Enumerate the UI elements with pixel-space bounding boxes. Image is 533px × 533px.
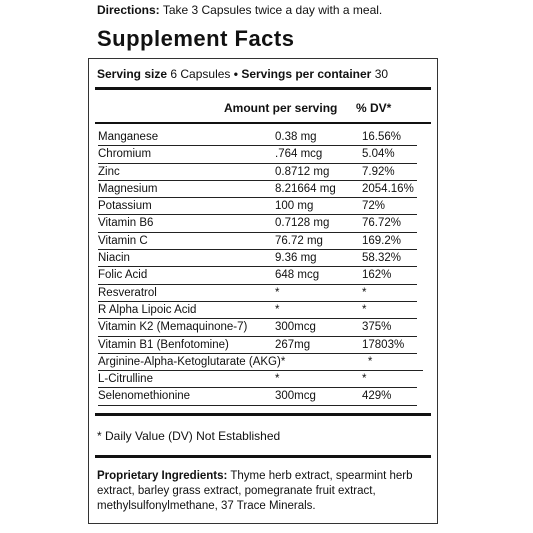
header-amount: Amount per serving bbox=[224, 101, 338, 115]
amount: * bbox=[275, 302, 362, 320]
daily-value: 16.56% bbox=[362, 129, 417, 147]
proprietary-text: Thyme herb extract, spearmint herb extra… bbox=[97, 470, 413, 512]
nutrient-name: Magnesium bbox=[98, 181, 275, 199]
servings-value: 30 bbox=[374, 67, 389, 81]
nutrient-name: Selenomethionine bbox=[98, 388, 275, 406]
nutrient-name: Vitamin B1 (Benfotomine) bbox=[98, 337, 275, 354]
amount: 0.38 mg bbox=[275, 129, 362, 147]
daily-value: * bbox=[362, 302, 417, 320]
directions-label: Directions: bbox=[97, 3, 160, 17]
title: Supplement Facts bbox=[97, 26, 295, 51]
amount: .764 mcg bbox=[275, 146, 362, 164]
daily-value: 2054.16% bbox=[362, 181, 417, 199]
daily-value: 58.32% bbox=[362, 250, 417, 268]
rule bbox=[95, 413, 431, 416]
amount: 100 mg bbox=[275, 198, 362, 216]
daily-value: 162% bbox=[362, 267, 417, 285]
table-rows: Manganese 0.38 mg 16.56% Chromium .764 mcg 5.… bbox=[98, 129, 423, 406]
daily-value: 375% bbox=[362, 319, 417, 337]
table-row: Vitamin K2 (Memaquinone-7) 300mcg 375% bbox=[98, 319, 423, 337]
amount: 648 mcg bbox=[275, 267, 362, 285]
table-row: Zinc 0.8712 mg 7.92% bbox=[98, 164, 423, 181]
amount: 8.21664 mg bbox=[275, 181, 362, 199]
nutrient-name: Potassium bbox=[98, 198, 275, 216]
nutrient-name: Zinc bbox=[98, 164, 275, 181]
amount: * bbox=[280, 354, 368, 372]
daily-value: 7.92% bbox=[362, 164, 417, 181]
serving-size-label: Serving size bbox=[97, 67, 168, 81]
amount: 0.7128 mg bbox=[275, 215, 362, 233]
serving: Serving size 6 Capsules • Servings per c… bbox=[97, 67, 388, 81]
nutrient-name: Vitamin K2 (Memaquinone-7) bbox=[98, 319, 275, 337]
amount: * bbox=[275, 371, 362, 389]
nutrient-name: R Alpha Lipoic Acid bbox=[98, 302, 275, 320]
daily-value: 17803% bbox=[362, 337, 417, 354]
facts-box: Serving size 6 Capsules • Servings per c… bbox=[88, 58, 438, 524]
table-row: Potassium 100 mg 72% bbox=[98, 198, 423, 216]
nutrient-name: Chromium bbox=[98, 146, 275, 164]
nutrient-name: Manganese bbox=[98, 129, 275, 147]
table-row: Vitamin B6 0.7128 mg 76.72% bbox=[98, 215, 423, 233]
daily-value: * bbox=[362, 285, 417, 302]
rule bbox=[95, 455, 431, 458]
rule bbox=[95, 87, 431, 90]
table-row: Resveratrol * * bbox=[98, 285, 423, 302]
rule bbox=[95, 122, 431, 124]
daily-value: 169.2% bbox=[362, 233, 417, 251]
table-row: R Alpha Lipoic Acid * * bbox=[98, 302, 423, 320]
amount: 76.72 mg bbox=[275, 233, 362, 251]
table-row: Arginine-Alpha-Ketoglutarate (AKG) * * bbox=[98, 354, 423, 372]
directions-text: Take 3 Capsules twice a day with a meal. bbox=[162, 3, 383, 17]
directions: Directions: Take 3 Capsules twice a day … bbox=[97, 3, 382, 17]
footnote: * Daily Value (DV) Not Established bbox=[97, 429, 281, 443]
daily-value: 429% bbox=[362, 388, 417, 406]
proprietary: Proprietary Ingredients: Thyme herb extr… bbox=[97, 469, 427, 514]
table-row: Vitamin B1 (Benfotomine) 267mg 17803% bbox=[98, 337, 423, 354]
nutrient-name: Folic Acid bbox=[98, 267, 275, 285]
daily-value: * bbox=[362, 371, 417, 389]
serving-size: 6 Capsules bbox=[170, 67, 231, 81]
daily-value: 76.72% bbox=[362, 215, 417, 233]
amount: 300mcg bbox=[275, 319, 362, 337]
table-row: Manganese 0.38 mg 16.56% bbox=[98, 129, 423, 147]
amount: 300mcg bbox=[275, 388, 362, 406]
amount: 0.8712 mg bbox=[275, 164, 362, 181]
nutrient-name: Vitamin C bbox=[98, 233, 275, 251]
amount: 267mg bbox=[275, 337, 362, 354]
table-row: Magnesium 8.21664 mg 2054.16% bbox=[98, 181, 423, 199]
proprietary-label: Proprietary Ingredients: bbox=[97, 470, 228, 482]
nutrient-name: Niacin bbox=[98, 250, 275, 268]
nutrient-name: Arginine-Alpha-Ketoglutarate (AKG) bbox=[98, 354, 281, 372]
daily-value: 5.04% bbox=[362, 146, 417, 164]
table-row: Folic Acid 648 mcg 162% bbox=[98, 267, 423, 285]
separator: • bbox=[233, 67, 238, 81]
nutrient-name: L-Citrulline bbox=[98, 371, 275, 389]
servings-label: Servings per container bbox=[241, 67, 372, 81]
table-row: Chromium .764 mcg 5.04% bbox=[98, 146, 423, 164]
nutrient-name: Vitamin B6 bbox=[98, 215, 275, 233]
amount: * bbox=[275, 285, 362, 302]
amount: 9.36 mg bbox=[275, 250, 362, 268]
table-row: Selenomethionine 300mcg 429% bbox=[98, 388, 423, 406]
table-row: L-Citrulline * * bbox=[98, 371, 423, 389]
table-row: Vitamin C 76.72 mg 169.2% bbox=[98, 233, 423, 251]
table-row: Niacin 9.36 mg 58.32% bbox=[98, 250, 423, 268]
daily-value: 72% bbox=[362, 198, 417, 216]
daily-value: * bbox=[367, 354, 423, 372]
nutrient-name: Resveratrol bbox=[98, 285, 275, 302]
header-dv: % DV* bbox=[356, 101, 392, 115]
